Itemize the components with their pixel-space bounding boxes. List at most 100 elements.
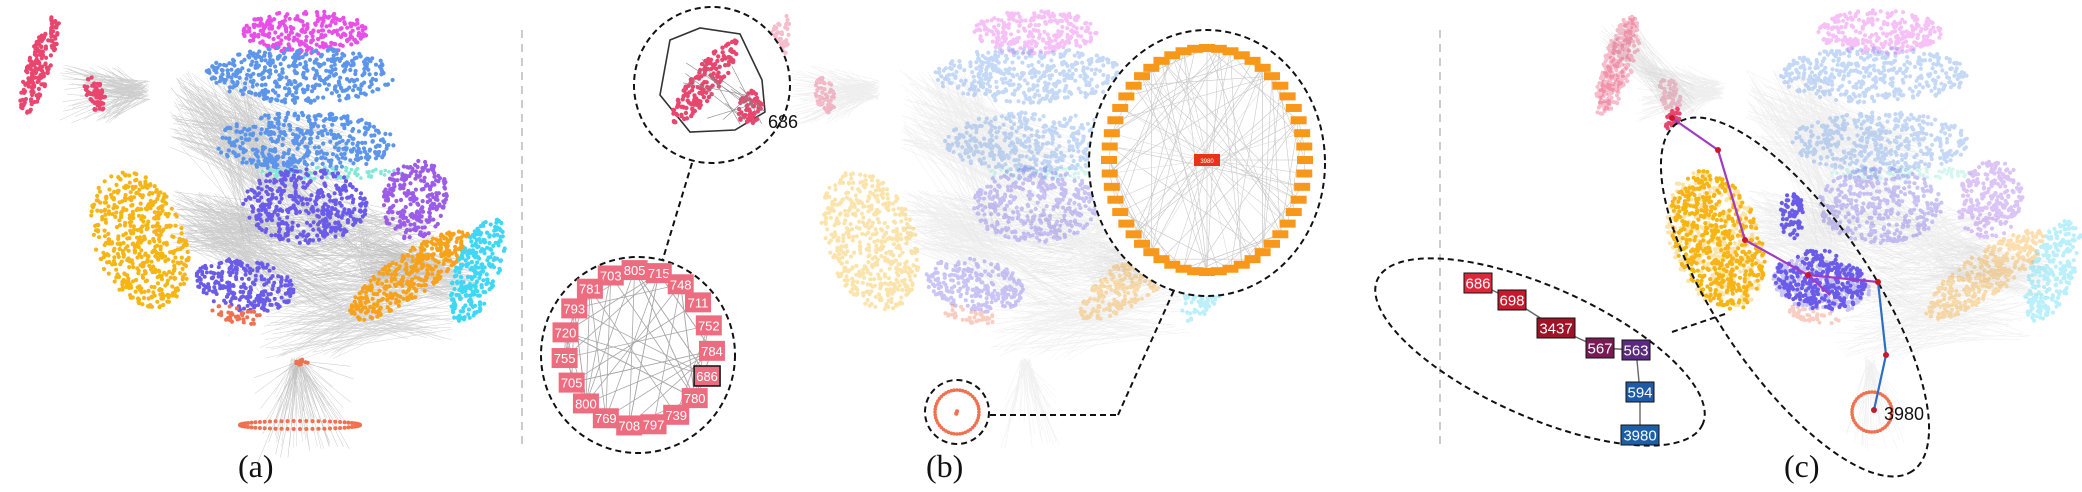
ring-node: 711 [685, 292, 712, 313]
cluster-yellow [89, 170, 191, 310]
edge-bundle [1866, 200, 2015, 290]
ring-node: 784 [698, 340, 725, 361]
cluster-cyan [2023, 219, 2082, 323]
edge-bundle [1935, 239, 2055, 301]
orange-ring-node [1187, 267, 1204, 276]
path-legend-label: 686 [1465, 276, 1490, 293]
ring-node: 805 [621, 260, 648, 281]
ring-node: 781 [576, 278, 603, 299]
orange-ring-node [1233, 51, 1250, 60]
path-edge [1744, 239, 1809, 276]
path-legend-ellipse [1374, 257, 1706, 447]
orange-ring-node [1107, 116, 1124, 125]
orange-center-label: 3980 [1200, 159, 1214, 165]
path-legend-label: 563 [1623, 343, 1648, 360]
orange-ring-node [1134, 239, 1151, 248]
path-node [1883, 352, 1889, 358]
edge-bundle [59, 64, 151, 124]
cluster-blue-top [1778, 46, 1969, 105]
cluster-teal [1830, 166, 1972, 181]
edge-bundle [1000, 357, 1061, 449]
ring-node: 686 [693, 365, 721, 387]
orange-ring-node [1297, 156, 1313, 164]
ring-node: 715 [645, 263, 672, 284]
ring-node: 755 [551, 348, 578, 369]
ring-node: 708 [616, 415, 643, 436]
orange-ring-node [1199, 268, 1215, 276]
orange-ring-node [1233, 260, 1250, 269]
orange-ring-node [1210, 267, 1227, 276]
edge-bundle [1745, 69, 1935, 250]
path-node [1669, 115, 1675, 121]
cluster-magenta [1816, 8, 1943, 56]
orange-center-node: 3980 [1194, 154, 1220, 166]
ring-center [954, 409, 960, 416]
orange-ring-node [1294, 182, 1311, 191]
cluster-coral-top [294, 357, 310, 367]
ring-node-label: 800 [575, 396, 597, 411]
path-edge [1876, 281, 1888, 356]
orange-ring-node [1118, 219, 1135, 228]
ring-node: 720 [552, 322, 579, 343]
cluster-magenta [241, 9, 369, 57]
ring-node-label: 781 [579, 282, 601, 297]
connector-line [661, 162, 693, 263]
ring-node-label: 797 [643, 417, 665, 432]
cluster-orange-ring [933, 388, 981, 436]
ring-node-label: 769 [595, 411, 617, 426]
path-legend-node: 594 [1625, 381, 1655, 403]
path-edge [1716, 149, 1747, 241]
path-legend-node: 3980 [1620, 424, 1660, 446]
cluster-blue-top [933, 45, 1125, 105]
cluster-blue-mid [216, 110, 396, 174]
hull-cluster-main [671, 38, 739, 125]
orange-ring-node [1290, 195, 1307, 204]
cluster-orange [1924, 228, 2045, 322]
orange-ring-node [1244, 56, 1261, 65]
ring-node-label: 752 [698, 318, 720, 333]
edge-bundle [254, 358, 354, 466]
orange-ring-node [1143, 248, 1160, 257]
ring-node-label: 780 [684, 391, 706, 406]
orange-ring-node [1285, 208, 1302, 217]
orange-ring-node [1101, 169, 1118, 178]
panel-label-b: (b) [926, 448, 964, 484]
panel-label-a: (a) [238, 448, 274, 484]
cluster-pink-small [1657, 78, 1683, 114]
cluster-cyan [449, 217, 507, 323]
cluster-yellow-hl [1669, 169, 1767, 311]
ring-node-label: 805 [624, 263, 646, 278]
orange-ring-node [1153, 255, 1170, 264]
ring-node-label: 686 [696, 369, 718, 384]
cluster-coral-fan [238, 419, 362, 431]
panel-c-network [1594, 8, 2082, 450]
cluster-indigo-mid-hl [1778, 192, 1805, 241]
hull-node-label: 686 [768, 112, 798, 132]
orange-ring-node [1290, 116, 1307, 125]
ring-node-label: 793 [563, 301, 585, 316]
convex-hull [659, 27, 766, 133]
panel-a-network [18, 9, 507, 466]
orange-ring-node [1112, 208, 1129, 217]
orange-ring-node [1254, 63, 1271, 72]
edge-bundle [1600, 22, 1696, 115]
orange-cluster-marker [924, 379, 990, 445]
path-node-chain: 686 698 3437 567 563 594 3980 [1463, 272, 1660, 446]
edge-bundle [1635, 65, 1725, 125]
ring-node-label: 739 [665, 408, 687, 423]
cluster-pink-small [813, 75, 837, 115]
cluster-indigo-low [924, 256, 1025, 314]
edge-bundle [1834, 259, 2035, 360]
ring-node-label: 715 [648, 266, 670, 281]
orange-ring-node [1272, 230, 1289, 239]
cluster-coral-small [210, 304, 262, 326]
orange-ring-node [1175, 47, 1192, 56]
cluster-coral-small [1787, 304, 1841, 326]
path-node [1805, 272, 1811, 278]
orange-ring-node [1222, 47, 1239, 56]
orange-ring-node [1285, 103, 1302, 112]
orange-ring-node [1263, 239, 1280, 248]
orange-ring-node [1296, 142, 1313, 151]
path-legend-label: 3437 [1539, 321, 1572, 338]
